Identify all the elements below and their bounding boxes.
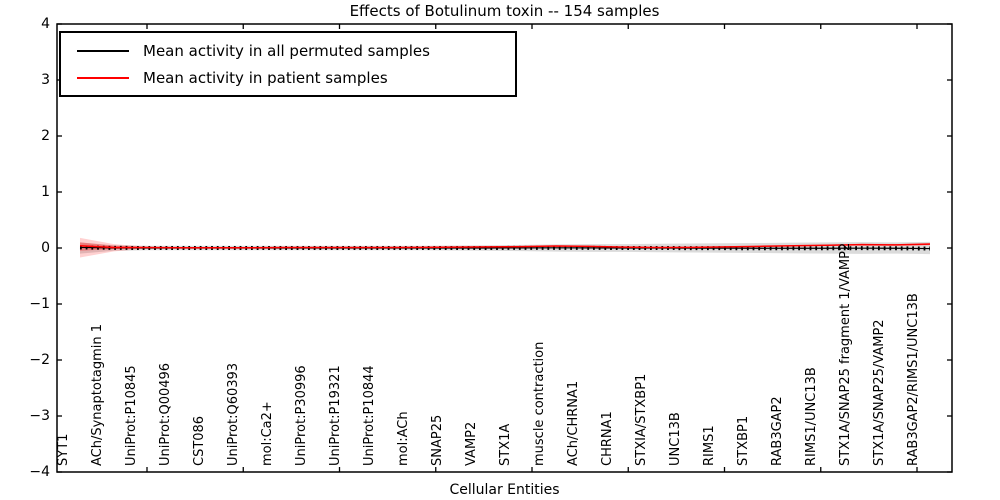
x-category-label: STX1A/SNAP25 fragment 1/VAMP2	[838, 242, 853, 466]
x-category-label: CST086	[192, 415, 207, 466]
x-category-label: RIMS1	[702, 425, 717, 466]
x-category-label: SYT1	[56, 433, 71, 466]
x-category-label: UniProt:P30996	[294, 365, 309, 466]
x-category-label: mol:Ca2+	[260, 401, 275, 466]
black-line-sample-icon	[77, 49, 129, 52]
permuted-sample-markers	[79, 245, 931, 251]
x-category-label: RAB3GAP2/RIMS1/UNC13B	[906, 293, 921, 466]
legend-box: Mean activity in all permuted samples Me…	[59, 31, 517, 97]
y-tick-label: 4	[41, 16, 50, 32]
red-line-sample-icon	[77, 76, 129, 79]
x-category-label: mol:ACh	[396, 411, 411, 466]
x-axis-label: Cellular Entities	[449, 482, 560, 498]
y-tick-label: −3	[29, 408, 50, 424]
x-category-label: UniProt:Q00496	[158, 362, 173, 466]
x-category-label: CHRNA1	[600, 411, 615, 466]
legend-label: Mean activity in patient samples	[143, 68, 388, 87]
y-tick-label: 2	[41, 128, 50, 144]
y-tick-label: −4	[29, 464, 50, 480]
patient-mean-line	[79, 243, 931, 249]
x-category-label: RAB3GAP2	[770, 396, 785, 466]
x-category-label: muscle contraction	[532, 341, 547, 466]
x-category-label: ACh/Synaptotagmin 1	[90, 323, 105, 466]
y-tick-label: 0	[41, 240, 50, 256]
legend-label: Mean activity in all permuted samples	[143, 41, 430, 60]
x-category-label: UniProt:P19321	[328, 365, 343, 466]
x-category-label: STXBP1	[736, 415, 751, 466]
y-tick-label: 1	[41, 184, 50, 200]
y-tick-label: −2	[29, 352, 50, 368]
x-category-label: RIMS1/UNC13B	[804, 367, 819, 466]
y-tick-label: −1	[29, 296, 50, 312]
x-category-label: UniProt:Q60393	[226, 362, 241, 466]
x-category-label: STX1A	[498, 423, 513, 466]
y-tick-label: 3	[41, 72, 50, 88]
x-category-label: ACh/CHRNA1	[566, 380, 581, 466]
x-category-label: VAMP2	[464, 421, 479, 466]
x-category-label: STXIA/STXBP1	[634, 373, 649, 466]
x-category-label: UniProt:P10844	[362, 365, 377, 466]
x-category-label: UniProt:P10845	[124, 365, 139, 466]
legend-entry-permuted: Mean activity in all permuted samples	[69, 38, 507, 64]
legend-entry-patient: Mean activity in patient samples	[69, 65, 507, 91]
x-category-label: UNC13B	[668, 412, 683, 466]
x-category-label: SNAP25	[430, 414, 445, 466]
chart-title: Effects of Botulinum toxin -- 154 sample…	[349, 2, 660, 20]
x-category-label: STX1A/SNAP25/VAMP2	[872, 319, 887, 466]
